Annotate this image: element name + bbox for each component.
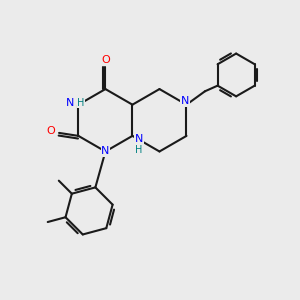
Text: O: O: [101, 55, 110, 65]
Text: H: H: [135, 145, 143, 155]
Text: N: N: [66, 98, 74, 108]
Text: N: N: [135, 134, 143, 144]
Text: H: H: [77, 98, 85, 108]
Text: N: N: [101, 146, 110, 157]
Text: O: O: [46, 126, 55, 136]
Text: N: N: [181, 96, 189, 106]
